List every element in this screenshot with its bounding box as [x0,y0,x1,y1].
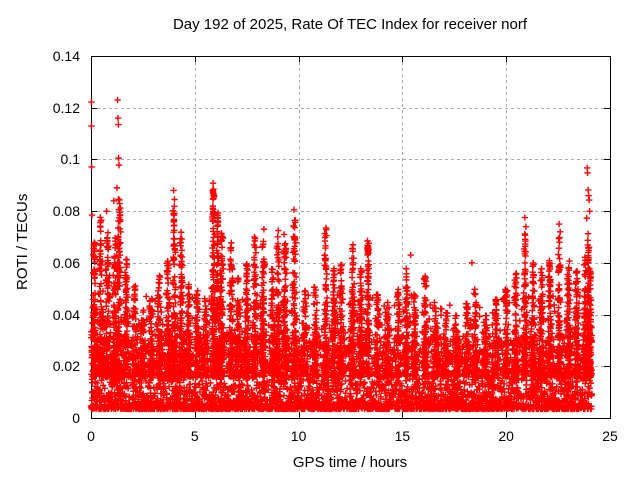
y-tick-label: 0.08 [52,203,80,220]
x-tick-label: 20 [498,428,514,444]
y-tick-label: 0.06 [52,254,80,271]
y-tick-label: 0.12 [52,99,80,116]
y-tick-label: 0.14 [52,48,80,64]
y-tick-label: 0.04 [52,306,80,323]
chart-title: Day 192 of 2025, Rate Of TEC Index for r… [172,16,528,33]
x-axis-label: GPS time / hours [292,454,408,471]
x-tick-label: 5 [190,428,199,444]
x-tick-label: 25 [602,428,618,444]
x-tick-label: 10 [290,428,307,444]
y-tick-label: 0.02 [52,358,80,375]
y-tick-label: 0.1 [60,151,80,168]
x-tick-label: 15 [394,428,411,444]
x-tick-label: 0 [87,428,95,444]
y-tick-label: 0 [72,410,80,426]
